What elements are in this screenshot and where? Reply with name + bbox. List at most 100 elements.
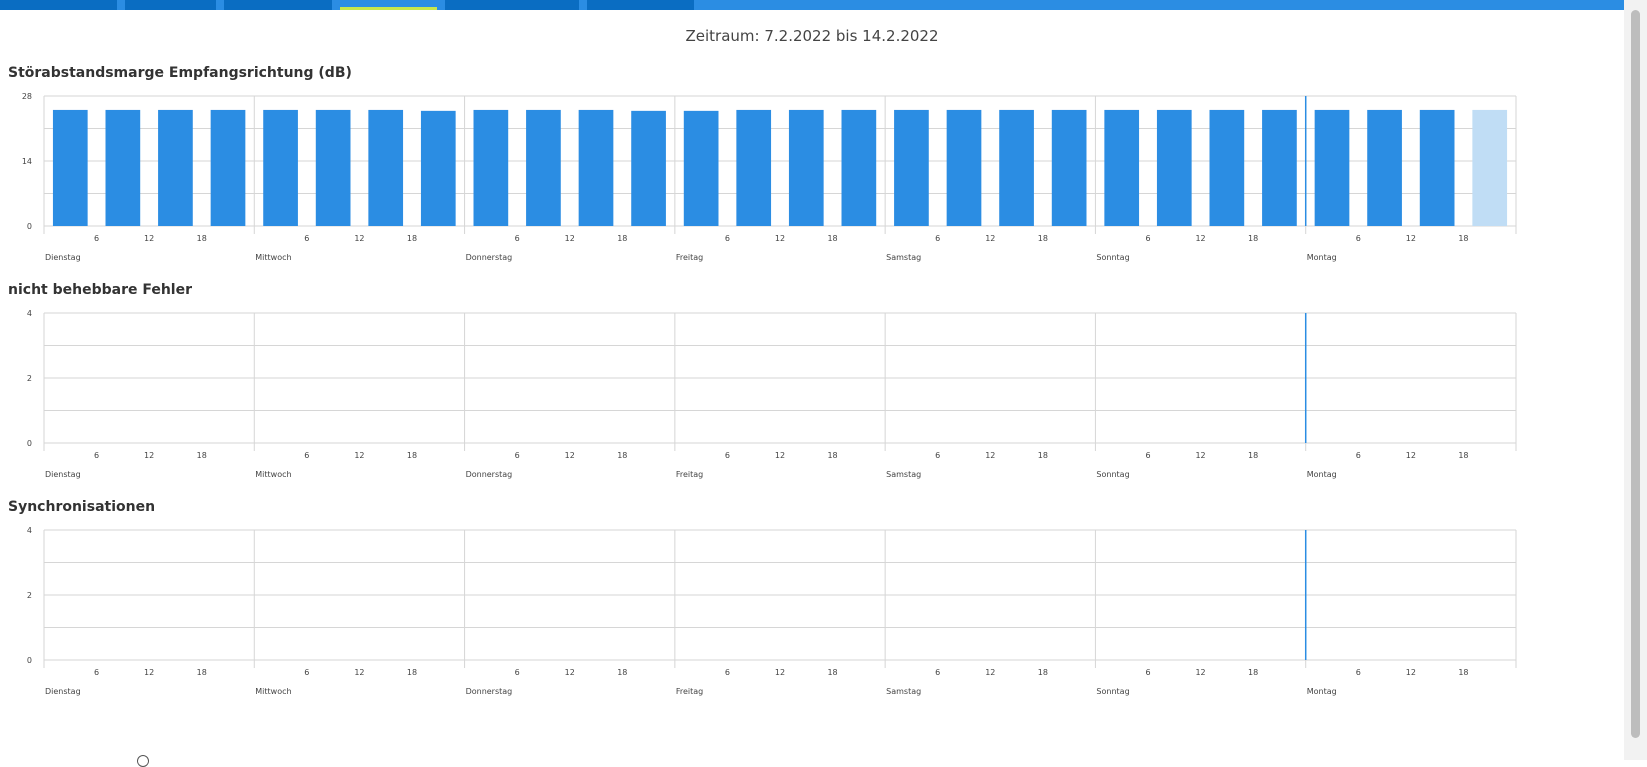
x-hour-tick: 6 xyxy=(935,668,940,677)
x-hour-tick: 6 xyxy=(725,234,730,243)
x-hour-tick: 6 xyxy=(1356,451,1361,460)
x-hour-tick: 6 xyxy=(304,668,309,677)
x-day-label: Sonntag xyxy=(1096,253,1129,262)
x-hour-tick: 18 xyxy=(1038,234,1048,243)
x-day-label: Freitag xyxy=(676,470,703,479)
x-day-label: Mittwoch xyxy=(255,687,291,696)
bar xyxy=(315,109,351,226)
y-tick-label: 2 xyxy=(27,591,32,600)
x-day-label: Mittwoch xyxy=(255,253,291,262)
y-tick-label: 2 xyxy=(27,374,32,383)
x-day-label: Sonntag xyxy=(1096,470,1129,479)
x-hour-tick: 18 xyxy=(1038,451,1048,460)
x-day-label: Donnerstag xyxy=(466,687,513,696)
bar xyxy=(841,109,877,226)
bar xyxy=(263,109,298,226)
help-icon[interactable] xyxy=(137,755,149,767)
bar xyxy=(1367,109,1402,226)
y-tick-label: 4 xyxy=(27,309,32,318)
bar xyxy=(631,110,666,226)
sync-chart: 4 2 0 6 12 18 Dienstag 6 12 18 Mittwoch 6 12 18 Donner… xyxy=(27,526,1517,696)
x-hour-tick: 6 xyxy=(1145,234,1150,243)
x-hour-tick: 18 xyxy=(827,668,837,677)
x-hour-tick: 12 xyxy=(1406,451,1416,460)
tab-4-active[interactable] xyxy=(340,0,437,10)
x-hour-tick: 18 xyxy=(617,668,627,677)
x-day-label: Mittwoch xyxy=(255,470,291,479)
bar xyxy=(368,109,404,226)
x-hour-tick: 12 xyxy=(1195,234,1205,243)
x-hour-tick: 18 xyxy=(617,451,627,460)
bar xyxy=(1314,109,1350,226)
bar xyxy=(1472,109,1508,226)
x-day-label: Dienstag xyxy=(45,687,81,696)
x-day-label: Samstag xyxy=(886,687,921,696)
x-hour-tick: 6 xyxy=(94,451,99,460)
bar xyxy=(999,109,1034,226)
y-tick-label: 0 xyxy=(27,222,32,231)
x-hour-tick: 6 xyxy=(94,234,99,243)
x-hour-tick: 6 xyxy=(515,451,520,460)
x-hour-tick: 18 xyxy=(1458,234,1468,243)
x-hour-tick: 12 xyxy=(775,451,785,460)
x-hour-tick: 6 xyxy=(515,234,520,243)
x-day-label: Montag xyxy=(1307,470,1337,479)
bar xyxy=(1419,109,1455,226)
bar xyxy=(736,109,772,226)
y-tick-label: 14 xyxy=(22,157,32,166)
bar xyxy=(52,109,88,226)
x-hour-tick: 12 xyxy=(565,451,575,460)
x-day-label: Samstag xyxy=(886,470,921,479)
x-hour-tick: 12 xyxy=(565,234,575,243)
vertical-scrollbar[interactable] xyxy=(1624,0,1647,760)
x-hour-tick: 12 xyxy=(354,234,364,243)
x-hour-tick: 18 xyxy=(1458,668,1468,677)
bar xyxy=(946,109,982,226)
x-hour-tick: 6 xyxy=(515,668,520,677)
x-day-label: Samstag xyxy=(886,253,921,262)
scrollbar-thumb[interactable] xyxy=(1631,10,1640,738)
x-hour-tick: 12 xyxy=(775,234,785,243)
bar xyxy=(578,109,614,226)
period-label: Zeitraum: 7.2.2022 bis 14.2.2022 xyxy=(685,27,939,45)
tab-3[interactable] xyxy=(224,0,332,10)
x-hour-tick: 12 xyxy=(1195,451,1205,460)
bar xyxy=(1262,109,1297,226)
x-hour-tick: 6 xyxy=(725,668,730,677)
tab-1[interactable] xyxy=(0,0,117,10)
x-hour-tick: 18 xyxy=(827,451,837,460)
x-hour-tick: 6 xyxy=(1356,668,1361,677)
bar xyxy=(420,110,456,226)
tab-bar xyxy=(0,0,1624,10)
x-hour-tick: 18 xyxy=(197,668,207,677)
bar xyxy=(788,109,824,226)
tab-2[interactable] xyxy=(125,0,216,10)
x-day-label: Freitag xyxy=(676,687,703,696)
errors-chart: 4 2 0 6 12 18 Dienstag 6 12 18 Mittwoch 6 12 18 Donner… xyxy=(27,309,1517,479)
x-hour-tick: 18 xyxy=(1248,668,1258,677)
x-hour-tick: 12 xyxy=(354,451,364,460)
x-hour-tick: 18 xyxy=(1248,451,1258,460)
x-hour-tick: 18 xyxy=(1458,451,1468,460)
bar xyxy=(210,109,246,226)
x-hour-tick: 12 xyxy=(1406,668,1416,677)
x-day-label: Montag xyxy=(1307,253,1337,262)
x-day-label: Montag xyxy=(1307,687,1337,696)
x-hour-tick: 6 xyxy=(1145,451,1150,460)
bar xyxy=(473,109,509,226)
x-hour-tick: 18 xyxy=(197,451,207,460)
x-day-label: Donnerstag xyxy=(466,253,513,262)
x-hour-tick: 12 xyxy=(144,668,154,677)
x-hour-tick: 18 xyxy=(1038,668,1048,677)
y-tick-label: 28 xyxy=(22,92,32,101)
x-hour-tick: 12 xyxy=(985,451,995,460)
x-hour-tick: 6 xyxy=(1356,234,1361,243)
x-hour-tick: 6 xyxy=(94,668,99,677)
tab-6[interactable] xyxy=(587,0,694,10)
x-hour-tick: 12 xyxy=(144,234,154,243)
x-hour-tick: 12 xyxy=(144,451,154,460)
x-hour-tick: 18 xyxy=(1248,234,1258,243)
tab-5[interactable] xyxy=(445,0,579,10)
chart-title-snr: Störabstandsmarge Empfangsrichtung (dB) xyxy=(8,65,352,81)
bar xyxy=(1051,109,1087,226)
